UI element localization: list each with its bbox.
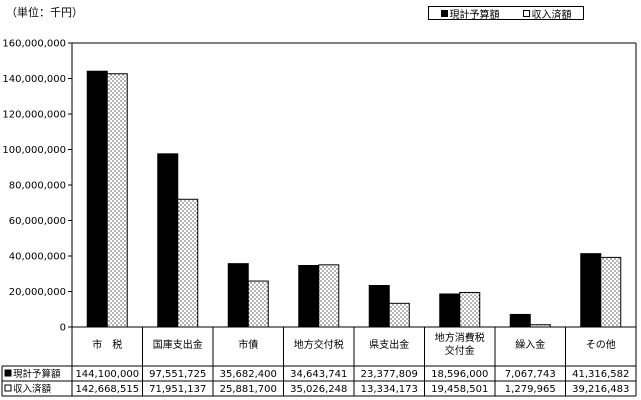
table-value: 71,951,137 <box>149 384 206 395</box>
legend-item-received: 収入済額 <box>522 6 572 21</box>
table-value: 18,596,000 <box>431 369 488 380</box>
bar-budget <box>580 253 602 328</box>
legend: 現計予算額 収入済額 <box>428 6 584 21</box>
table-value: 35,682,400 <box>220 369 277 380</box>
category-label: その他 <box>586 338 616 351</box>
category-label: 国庫支出金 <box>153 338 203 351</box>
category-label: 市債 <box>238 338 258 351</box>
table-swatch-budget <box>4 369 12 377</box>
table-value: 19,458,501 <box>431 384 488 395</box>
table-series-label-budget: 現計予算額 <box>13 368 61 380</box>
y-tick-label: 60,000,000 <box>9 216 66 227</box>
table-value: 41,316,582 <box>572 369 629 380</box>
table-value: 97,551,725 <box>149 369 206 380</box>
bar-budget <box>439 293 461 328</box>
y-tick-label: 120,000,000 <box>2 110 66 121</box>
bar-received <box>106 73 128 328</box>
category-label: 地方交付税 <box>294 338 344 351</box>
legend-item-budget: 現計予算額 <box>440 6 500 21</box>
table-value: 34,643,741 <box>290 369 347 380</box>
legend-label-received: 収入済額 <box>531 9 572 21</box>
bar-budget <box>86 70 108 328</box>
bar-budget <box>368 285 390 328</box>
y-tick-label: 160,000,000 <box>2 39 66 50</box>
bar-budget <box>157 153 179 328</box>
category-label-line: 交付金 <box>445 344 475 357</box>
bar-received <box>318 264 340 328</box>
table-value: 7,067,743 <box>505 369 556 380</box>
table-value: 144,100,000 <box>75 369 139 380</box>
table-value: 39,216,483 <box>572 384 629 395</box>
category-label: 地方消費税交付金 <box>435 331 485 357</box>
table-value: 25,881,700 <box>220 384 277 395</box>
table-series-label-received: 収入済額 <box>13 383 52 395</box>
table-value: 23,377,809 <box>361 369 418 380</box>
legend-swatch-budget <box>440 9 448 17</box>
y-tick-label: 40,000,000 <box>9 252 66 263</box>
y-tick-label: 80,000,000 <box>9 181 66 192</box>
bar-budget <box>298 265 320 328</box>
bar-received <box>388 302 410 328</box>
legend-swatch-received <box>522 9 530 17</box>
table-value: 142,668,515 <box>75 384 139 395</box>
category-label-line: 地方消費税 <box>435 331 485 344</box>
y-tick-label: 0 <box>60 323 66 334</box>
bar-received <box>600 256 622 328</box>
y-tick-label: 100,000,000 <box>2 145 66 156</box>
category-label: 市 税 <box>92 338 122 351</box>
table-value: 35,026,248 <box>290 384 347 395</box>
y-tick-label: 20,000,000 <box>9 287 66 298</box>
bar-budget <box>509 313 531 328</box>
category-label: 県支出金 <box>369 338 409 351</box>
table-value: 1,279,965 <box>505 384 556 395</box>
bar-received <box>247 280 269 328</box>
legend-label-budget: 現計予算額 <box>449 9 500 21</box>
bar-budget <box>227 263 249 328</box>
category-label: 繰入金 <box>515 338 545 351</box>
table-value: 13,334,173 <box>361 384 418 395</box>
bar-received <box>177 198 199 328</box>
y-tick-label: 140,000,000 <box>2 74 66 85</box>
bar-received <box>459 291 481 328</box>
table-swatch-received <box>4 384 12 392</box>
unit-label: （単位：千円） <box>6 6 83 19</box>
